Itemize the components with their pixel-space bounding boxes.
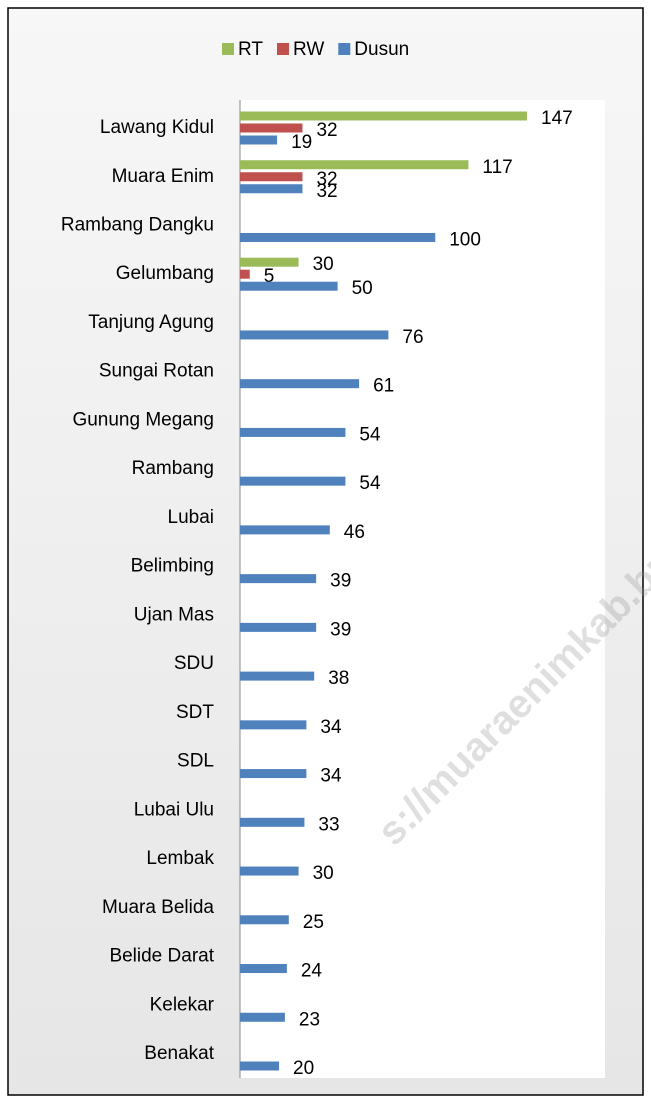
bar [240, 964, 287, 974]
bar [240, 574, 317, 584]
data-label: 5 [264, 266, 275, 287]
data-label: 39 [330, 571, 351, 592]
bar [240, 915, 289, 925]
y-tick-label: SDT [176, 702, 214, 723]
y-tick-label: Lembak [146, 848, 214, 869]
legend-swatch [276, 43, 289, 55]
data-label: 117 [482, 157, 512, 178]
bar [240, 720, 307, 730]
bar [240, 257, 299, 267]
y-tick-label: Gunung Megang [72, 409, 214, 430]
y-tick-label: SDL [177, 751, 214, 772]
y-tick-label: Sungai Rotan [99, 361, 214, 382]
bar [240, 622, 317, 632]
data-label: 39 [330, 619, 351, 640]
bar [240, 1012, 285, 1022]
bar [240, 184, 303, 194]
data-label: 76 [402, 327, 423, 348]
bar [240, 172, 303, 182]
data-label: 54 [359, 473, 381, 494]
data-label: 30 [313, 254, 334, 275]
bar [240, 269, 250, 279]
data-label: 24 [301, 961, 323, 982]
data-label: 30 [313, 863, 334, 884]
bar [240, 160, 469, 170]
data-label: 100 [449, 229, 481, 250]
bar [240, 111, 527, 121]
data-label: 20 [293, 1058, 314, 1079]
y-tick-label: Gelumbang [116, 263, 214, 284]
bar [240, 232, 436, 242]
bar [240, 671, 315, 681]
bar [240, 817, 305, 827]
bar [240, 866, 299, 876]
data-label: 46 [344, 522, 365, 543]
y-tick-label: Ujan Mas [134, 604, 214, 625]
y-tick-label: Rambang [132, 458, 214, 479]
legend-label: Dusun [354, 39, 409, 60]
bar [240, 1061, 280, 1071]
y-tick-label: Muara Enim [112, 166, 214, 187]
bar [240, 525, 330, 535]
data-label: 32 [316, 120, 337, 141]
legend-label: RT [238, 39, 263, 60]
data-label: 33 [318, 814, 339, 835]
plot-area [240, 100, 605, 1078]
data-label: 32 [316, 169, 337, 190]
y-tick-label: Lubai Ulu [134, 799, 214, 820]
data-label: 23 [299, 1009, 320, 1030]
y-tick-label: Rambang Dangku [61, 214, 214, 235]
data-label: 32 [316, 181, 337, 202]
bar [240, 476, 346, 486]
y-tick-label: Belimbing [131, 556, 214, 577]
bar [240, 769, 307, 779]
bar [240, 123, 303, 133]
legend-swatch [338, 43, 351, 55]
y-tick-label: Lawang Kidul [100, 117, 214, 138]
bar [240, 281, 338, 291]
y-tick-label: Benakat [144, 1043, 214, 1064]
y-tick-label: Tanjung Agung [88, 312, 214, 333]
y-tick-label: Muara Belida [102, 897, 214, 918]
bar [240, 379, 360, 389]
y-tick-label: Kelekar [150, 994, 215, 1015]
legend-label: RW [293, 39, 324, 60]
legend-swatch [222, 43, 234, 55]
y-tick-label: SDU [174, 653, 214, 674]
y-tick-label: Lubai [168, 507, 215, 528]
y-tick-label: Belide Darat [109, 946, 214, 967]
data-label: 38 [328, 668, 349, 689]
data-label: 61 [373, 376, 394, 397]
data-label: 34 [320, 766, 342, 787]
bar [240, 330, 389, 340]
data-label: 19 [291, 132, 312, 153]
data-label: 34 [320, 717, 342, 738]
data-label: 25 [303, 912, 324, 933]
bar [240, 427, 346, 437]
bar [240, 135, 278, 145]
data-label: 147 [541, 108, 573, 129]
data-label: 54 [359, 424, 381, 445]
data-label: 50 [352, 278, 373, 299]
